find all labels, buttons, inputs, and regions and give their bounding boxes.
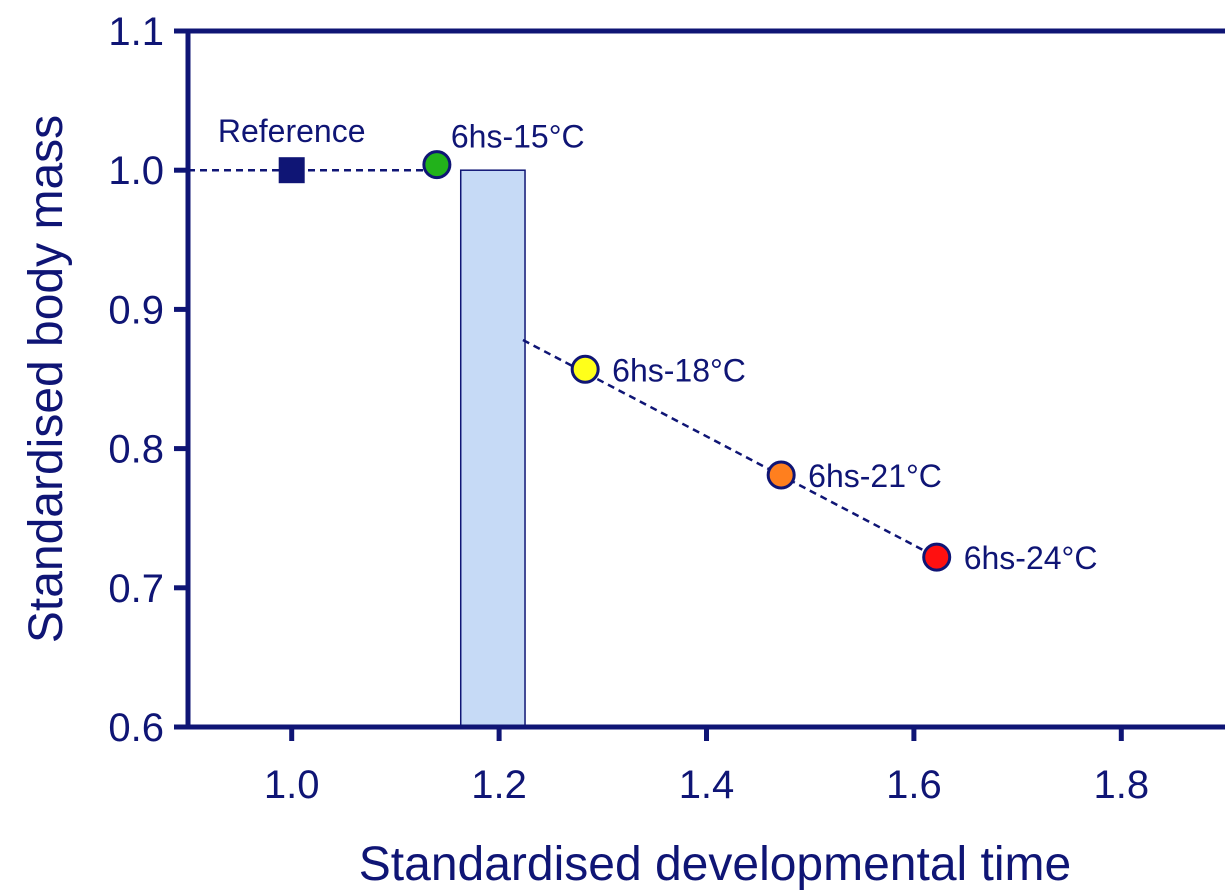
point-label: 6hs-24°C bbox=[964, 540, 1098, 576]
x-axis-title: Standardised developmental time bbox=[359, 838, 1071, 891]
y-tick-label: 0.9 bbox=[108, 288, 164, 332]
x-tick-label: 1.4 bbox=[679, 763, 735, 807]
y-tick-label: 1.1 bbox=[108, 10, 164, 54]
x-tick-label: 1.0 bbox=[264, 763, 320, 807]
reference-marker bbox=[278, 157, 305, 184]
y-tick-label: 0.6 bbox=[108, 706, 164, 750]
x-tick-label: 1.2 bbox=[471, 763, 527, 807]
data-point bbox=[422, 150, 452, 180]
y-tick-label: 0.7 bbox=[108, 567, 164, 611]
point-label: 6hs-18°C bbox=[612, 352, 746, 388]
data-point bbox=[766, 460, 796, 490]
y-tick-label: 1.0 bbox=[108, 149, 164, 193]
point-label: 6hs-15°C bbox=[451, 119, 585, 155]
reference-label: Reference bbox=[218, 113, 366, 149]
y-axis-title: Standardised body mass bbox=[20, 115, 73, 643]
point-label: 6hs-21°C bbox=[808, 458, 942, 494]
y-tick-label: 0.8 bbox=[108, 428, 164, 472]
x-tick-label: 1.8 bbox=[1093, 763, 1149, 807]
data-point bbox=[570, 354, 600, 384]
x-tick-label: 1.6 bbox=[886, 763, 942, 807]
bar bbox=[459, 169, 526, 728]
data-point bbox=[922, 542, 952, 572]
